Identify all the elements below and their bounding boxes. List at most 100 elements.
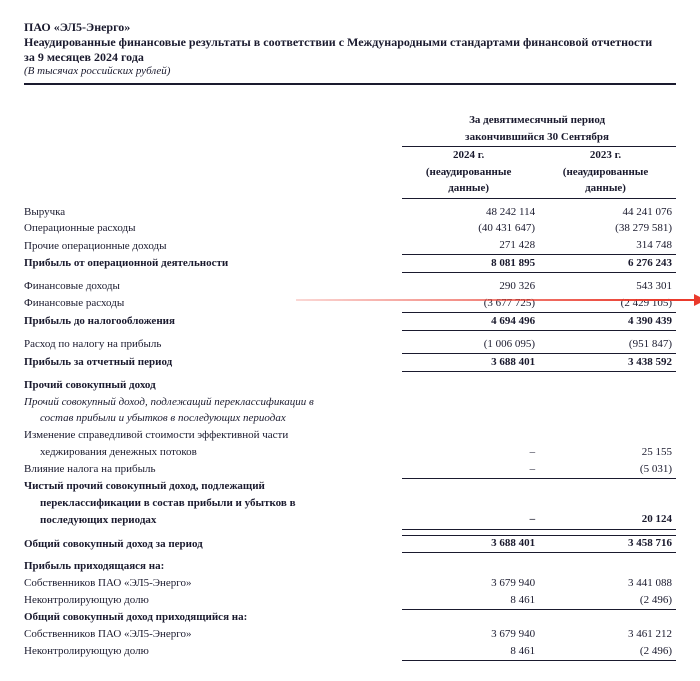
- col-2024-sub2: данные): [402, 181, 539, 198]
- label-net-profit: Прибыль за отчетный период: [24, 354, 402, 372]
- row-net-oci-3: последующих периодах – 20 124: [24, 512, 676, 529]
- label-attr-profit: Прибыль приходящаяся на:: [24, 559, 402, 576]
- val-other-op-2024: 271 428: [402, 238, 539, 255]
- row-fin-income: Финансовые доходы 290 326 543 301: [24, 279, 676, 296]
- val-hedge-2024: –: [402, 444, 539, 461]
- row-hedge-1: Изменение справедливой стоимости эффекти…: [24, 428, 676, 445]
- label-revenue: Выручка: [24, 204, 402, 221]
- val-tax-2024: (1 006 095): [402, 336, 539, 353]
- val-tax-effect-2024: –: [402, 461, 539, 478]
- label-nci1: Неконтролирующую долю: [24, 592, 402, 609]
- val-opex-2023: (38 279 581): [539, 221, 676, 238]
- income-statement-table: За девятимесячный период закончившийся 3…: [24, 113, 676, 661]
- val-revenue-2023: 44 241 076: [539, 204, 676, 221]
- val-tax-2023: (951 847): [539, 336, 676, 353]
- row-revenue: Выручка 48 242 114 44 241 076: [24, 204, 676, 221]
- val-net-oci-2023: 20 124: [539, 512, 676, 529]
- val-fin-income-2024: 290 326: [402, 279, 539, 296]
- row-tax: Расход по налогу на прибыль (1 006 095) …: [24, 336, 676, 353]
- row-net-profit: Прибыль за отчетный период 3 688 401 3 4…: [24, 354, 676, 372]
- label-owners1: Собственников ПАО «ЭЛ5-Энерго»: [24, 576, 402, 593]
- company-name: ПАО «ЭЛ5-Энерго»: [24, 20, 676, 35]
- row-oci-sub1: Прочий совокупный доход, подлежащий пере…: [24, 394, 676, 411]
- val-owners1-2023: 3 441 088: [539, 576, 676, 593]
- val-owners1-2024: 3 679 940: [402, 576, 539, 593]
- row-operating-profit: Прибыль от операционной деятельности 8 0…: [24, 255, 676, 273]
- header-rule: [24, 83, 676, 85]
- period-caption-2: закончившийся 30 Сентября: [402, 130, 676, 147]
- val-total-comp-2023: 3 458 716: [539, 535, 676, 553]
- row-pbt: Прибыль до налогообложения 4 694 496 4 3…: [24, 313, 676, 331]
- row-nci-2: Неконтролирующую долю 8 461 (2 496): [24, 643, 676, 660]
- val-tax-effect-2023: (5 031): [539, 461, 676, 478]
- label-tax-effect: Влияние налога на прибыль: [24, 461, 402, 478]
- val-hedge-2023: 25 155: [539, 444, 676, 461]
- col-2023-year: 2023 г.: [539, 147, 676, 164]
- col-2023-sub1: (неаудированные: [539, 164, 676, 181]
- row-hedge-2: хеджирования денежных потоков – 25 155: [24, 444, 676, 461]
- label-opex: Операционные расходы: [24, 221, 402, 238]
- val-nci1-2023: (2 496): [539, 592, 676, 609]
- val-nci2-2024: 8 461: [402, 643, 539, 660]
- row-attr-profit-head: Прибыль приходящаяся на:: [24, 559, 676, 576]
- period-caption: За девятимесячный период: [402, 113, 676, 130]
- val-pbt-2023: 4 390 439: [539, 313, 676, 331]
- label-oci-sub2: состав прибыли и убытков в последующих п…: [24, 411, 402, 428]
- label-net-oci2: переклассификации в состав прибыли и убы…: [24, 495, 402, 512]
- val-net-profit-2024: 3 688 401: [402, 354, 539, 372]
- row-owners-2: Собственников ПАО «ЭЛ5-Энерго» 3 679 940…: [24, 626, 676, 643]
- label-fin-income: Финансовые доходы: [24, 279, 402, 296]
- label-hedge2: хеджирования денежных потоков: [24, 444, 402, 461]
- val-revenue-2024: 48 242 114: [402, 204, 539, 221]
- row-fin-expense: Финансовые расходы (3 677 725) (2 429 10…: [24, 295, 676, 312]
- val-op-profit-2023: 6 276 243: [539, 255, 676, 273]
- val-owners2-2024: 3 679 940: [402, 626, 539, 643]
- val-opex-2024: (40 431 647): [402, 221, 539, 238]
- label-pbt: Прибыль до налогообложения: [24, 313, 402, 331]
- label-oci-head: Прочий совокупный доход: [24, 377, 402, 394]
- col-2024-year: 2024 г.: [402, 147, 539, 164]
- row-other-op-income: Прочие операционные доходы 271 428 314 7…: [24, 238, 676, 255]
- col-2023-sub2: данные): [539, 181, 676, 198]
- label-net-oci1: Чистый прочий совокупный доход, подлежащ…: [24, 478, 402, 495]
- val-net-profit-2023: 3 438 592: [539, 354, 676, 372]
- row-net-oci-1: Чистый прочий совокупный доход, подлежащ…: [24, 478, 676, 495]
- val-pbt-2024: 4 694 496: [402, 313, 539, 331]
- label-tax: Расход по налогу на прибыль: [24, 336, 402, 353]
- label-owners2: Собственников ПАО «ЭЛ5-Энерго»: [24, 626, 402, 643]
- label-nci2: Неконтролирующую долю: [24, 643, 402, 660]
- val-nci1-2024: 8 461: [402, 592, 539, 609]
- row-oci-sub2: состав прибыли и убытков в последующих п…: [24, 411, 676, 428]
- val-fin-income-2023: 543 301: [539, 279, 676, 296]
- row-oci-heading: Прочий совокупный доход: [24, 377, 676, 394]
- label-total-comp: Общий совокупный доход за период: [24, 535, 402, 553]
- row-owners-1: Собственников ПАО «ЭЛ5-Энерго» 3 679 940…: [24, 576, 676, 593]
- row-net-oci-2: переклассификации в состав прибыли и убы…: [24, 495, 676, 512]
- label-op-profit: Прибыль от операционной деятельности: [24, 255, 402, 273]
- currency-note: (В тысячах российских рублей): [24, 65, 676, 79]
- val-other-op-2023: 314 748: [539, 238, 676, 255]
- row-attr-comp-head: Общий совокупный доход приходящийся на:: [24, 610, 676, 627]
- row-nci-1: Неконтролирующую долю 8 461 (2 496): [24, 592, 676, 609]
- val-total-comp-2024: 3 688 401: [402, 535, 539, 553]
- document-header: ПАО «ЭЛ5-Энерго» Неаудированные финансов…: [24, 20, 676, 79]
- col-2024-sub1: (неаудированные: [402, 164, 539, 181]
- label-oci-sub1: Прочий совокупный доход, подлежащий пере…: [24, 394, 402, 411]
- highlight-arrow-icon: [296, 299, 698, 301]
- row-opex: Операционные расходы (40 431 647) (38 27…: [24, 221, 676, 238]
- row-tax-effect: Влияние налога на прибыль – (5 031): [24, 461, 676, 478]
- report-title-line2: за 9 месяцев 2024 года: [24, 50, 676, 65]
- label-attr-comp: Общий совокупный доход приходящийся на:: [24, 610, 402, 627]
- row-total-comprehensive: Общий совокупный доход за период 3 688 4…: [24, 535, 676, 553]
- label-hedge1: Изменение справедливой стоимости эффекти…: [24, 428, 402, 445]
- val-fin-expense-2024: (3 677 725): [402, 295, 539, 312]
- val-owners2-2023: 3 461 212: [539, 626, 676, 643]
- report-title-line1: Неаудированные финансовые результаты в с…: [24, 35, 676, 50]
- label-other-op: Прочие операционные доходы: [24, 238, 402, 255]
- val-net-oci-2024: –: [402, 512, 539, 529]
- val-fin-expense-2023: (2 429 105): [539, 295, 676, 312]
- label-fin-expense: Финансовые расходы: [24, 295, 402, 312]
- val-nci2-2023: (2 496): [539, 643, 676, 660]
- label-net-oci3: последующих периодах: [24, 512, 402, 529]
- val-op-profit-2024: 8 081 895: [402, 255, 539, 273]
